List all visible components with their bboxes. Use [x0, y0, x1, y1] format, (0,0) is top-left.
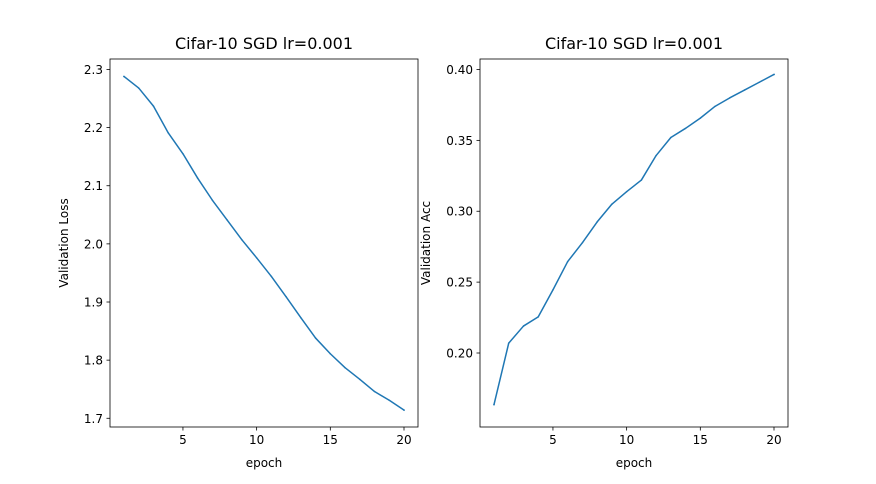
loss-y-tick-label: 2.0: [84, 237, 103, 251]
acc-data-point: [640, 179, 643, 181]
acc-chart-title: Cifar-10 SGD lr=0.001: [545, 34, 723, 53]
acc-y-tick-label: 0.25: [446, 276, 473, 290]
loss-y-tick-label: 1.8: [84, 354, 103, 368]
loss-data-point: [403, 409, 405, 411]
acc-data-point: [729, 97, 731, 99]
acc-y-tick-label: 0.20: [446, 347, 473, 361]
loss-x-tick-label: 5: [179, 433, 187, 447]
loss-series-line: [122, 75, 406, 412]
loss-data-point: [226, 219, 228, 221]
acc-data-point: [493, 403, 495, 406]
acc-data-point: [655, 154, 657, 157]
acc-data-points: [493, 73, 775, 406]
acc-x-axis-label: epoch: [616, 456, 653, 470]
loss-data-point: [314, 337, 317, 339]
loss-subplot: Cifar-10 SGD lr=0.001 5 10 15 20 1.7 1.8 1.9 2.…: [57, 34, 419, 470]
acc-x-tick-label: 10: [619, 433, 634, 447]
acc-data-point: [684, 127, 687, 130]
acc-data-point: [507, 342, 510, 344]
acc-axes-frame: [479, 58, 789, 428]
acc-y-tick-label: 0.40: [446, 63, 473, 77]
loss-y-tick-label: 2.1: [84, 179, 103, 193]
acc-data-point: [611, 203, 613, 205]
acc-y-tick-label: 0.30: [446, 205, 473, 219]
loss-x-axis-label: epoch: [246, 456, 283, 470]
loss-data-point: [196, 177, 199, 179]
acc-data-point: [581, 241, 584, 244]
acc-data-point: [537, 316, 539, 318]
acc-data-point: [522, 325, 525, 327]
acc-data-point: [714, 105, 716, 108]
loss-x-tick-label: 10: [249, 433, 264, 447]
loss-y-tick-label: 2.3: [84, 63, 103, 77]
acc-subplot: Cifar-10 SGD lr=0.001 5 10 15 20 0.20 0.25 0.3…: [419, 34, 789, 470]
acc-data-point: [699, 117, 702, 119]
loss-data-point: [373, 390, 376, 393]
loss-data-point: [152, 105, 155, 107]
acc-x-tick-label: 20: [766, 433, 781, 447]
acc-y-axis-label: Validation Acc: [419, 201, 433, 285]
loss-x-tick-label: 20: [396, 433, 411, 447]
loss-data-point: [329, 353, 332, 355]
loss-chart-title: Cifar-10 SGD lr=0.001: [175, 34, 353, 53]
loss-data-point: [344, 366, 346, 369]
acc-ticks: 5 10 15 20 0.20 0.25 0.30 0.35 0.40: [446, 63, 781, 447]
loss-data-point: [123, 75, 125, 78]
acc-data-point: [625, 190, 628, 193]
loss-data-point: [137, 87, 140, 89]
acc-data-point: [743, 89, 746, 91]
loss-data-point: [182, 153, 184, 155]
loss-data-point: [359, 378, 361, 381]
loss-y-tick-label: 1.9: [84, 296, 103, 310]
loss-y-tick-label: 1.7: [84, 412, 103, 426]
acc-y-tick-label: 0.35: [446, 134, 473, 148]
loss-data-point: [241, 239, 243, 241]
acc-x-tick-label: 5: [549, 433, 557, 447]
loss-ticks: 5 10 15 20 1.7 1.8 1.9 2.0 2.1 2.2 2.3: [84, 63, 412, 447]
acc-series-line: [493, 73, 776, 406]
acc-data-point: [596, 221, 598, 223]
loss-data-point: [285, 296, 287, 298]
loss-data-point: [167, 132, 169, 134]
acc-data-point: [566, 260, 569, 263]
acc-x-tick-label: 15: [693, 433, 708, 447]
loss-y-tick-label: 2.2: [84, 121, 103, 135]
loss-data-point: [211, 199, 214, 202]
acc-data-point: [758, 81, 761, 83]
loss-data-point: [270, 275, 273, 278]
loss-axes-frame: [109, 58, 419, 428]
loss-data-point: [388, 399, 391, 402]
loss-y-axis-label: Validation Loss: [57, 198, 71, 287]
loss-x-tick-label: 15: [323, 433, 338, 447]
acc-data-point: [552, 289, 554, 291]
acc-data-point: [670, 136, 672, 139]
loss-data-points: [123, 75, 405, 411]
loss-data-point: [300, 316, 302, 319]
loss-data-point: [255, 257, 258, 259]
acc-data-point: [773, 73, 775, 76]
